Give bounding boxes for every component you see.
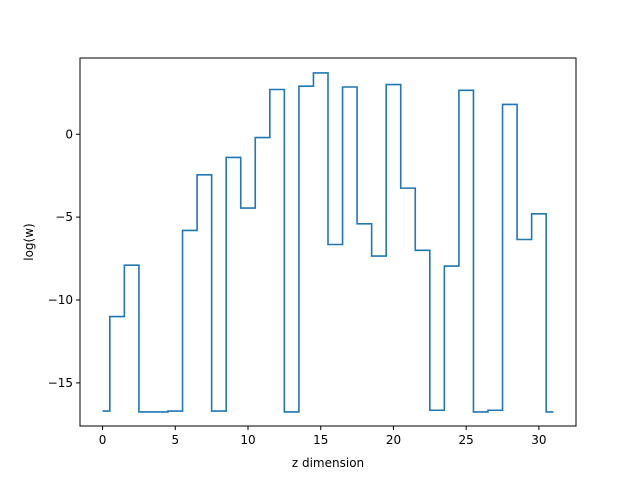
y-tick-label: −5 (55, 210, 73, 224)
y-tick-label: −15 (48, 376, 73, 390)
x-tick-label: 30 (531, 433, 546, 447)
series-layer (102, 72, 554, 413)
x-tick-label: 15 (313, 433, 328, 447)
y-axis-label: log(w) (22, 223, 36, 260)
series-line-0 (102, 72, 554, 413)
x-tick-label: 20 (386, 433, 401, 447)
x-tick-label: 5 (171, 433, 179, 447)
x-axis-ticks: 0 5 10 15 20 25 30 (99, 426, 547, 447)
x-tick-label: 0 (99, 433, 107, 447)
y-axis-ticks: −15 −10 −5 0 (48, 127, 80, 390)
x-tick-label: 25 (459, 433, 474, 447)
y-tick-label: 0 (65, 127, 73, 141)
x-tick-label: 10 (240, 433, 255, 447)
x-axis-label: z dimension (292, 456, 364, 470)
y-tick-label: −10 (48, 293, 73, 307)
plot-frame (79, 57, 577, 427)
